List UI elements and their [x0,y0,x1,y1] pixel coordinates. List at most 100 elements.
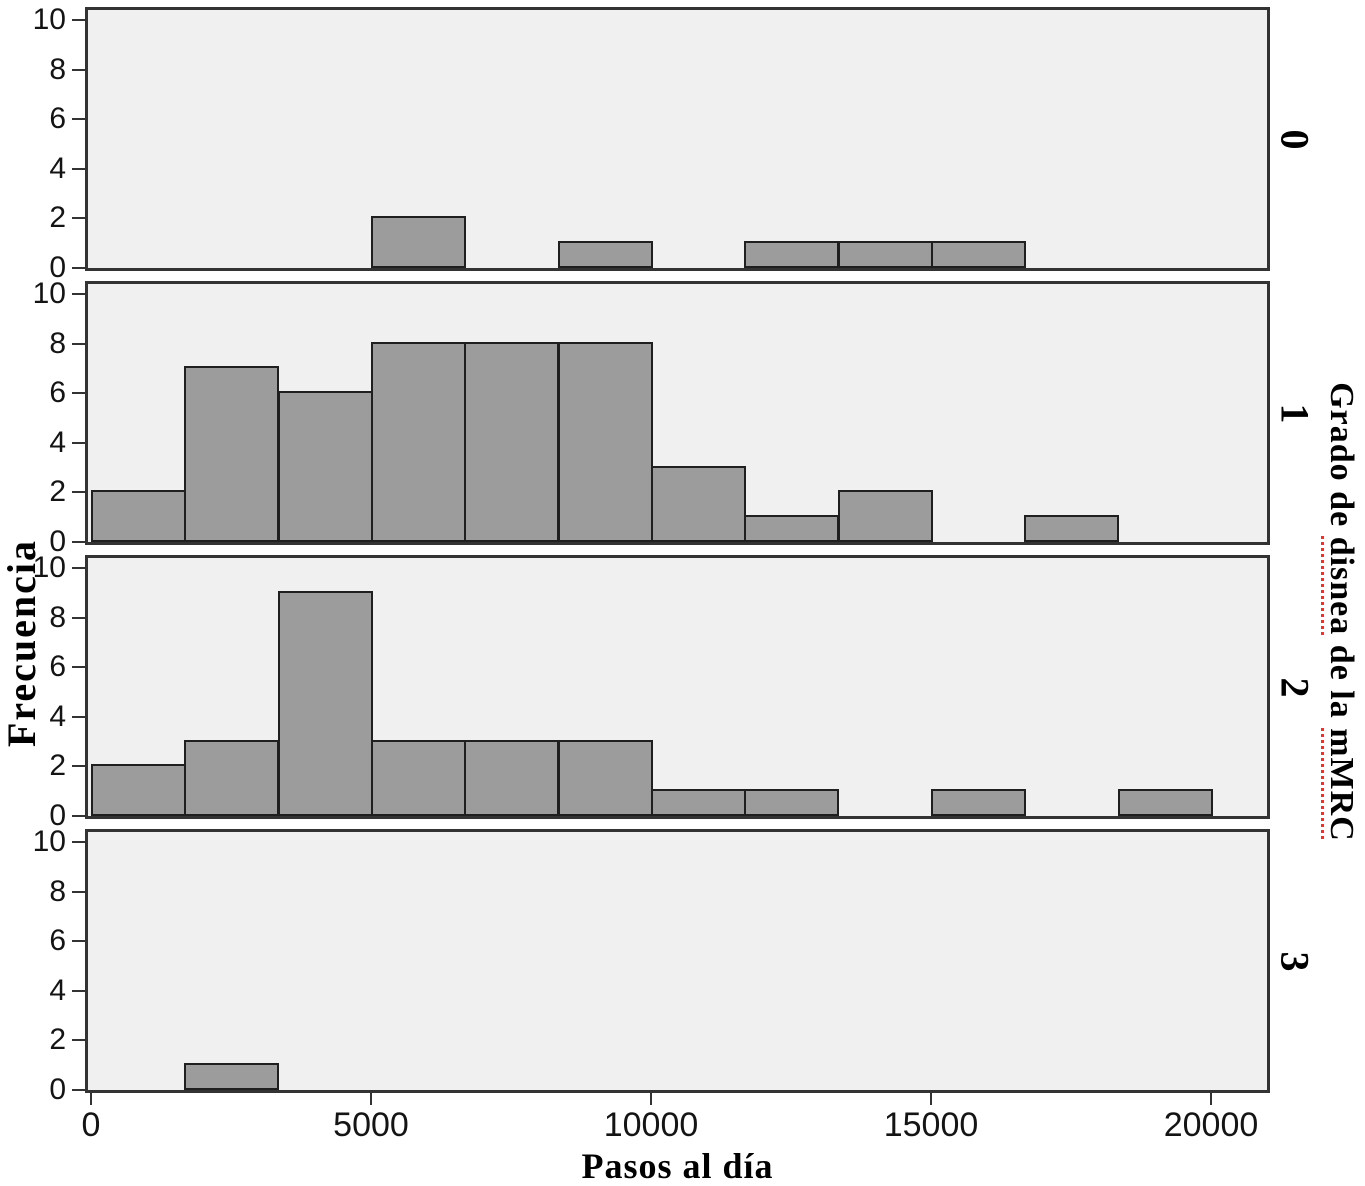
histogram-bar [464,342,559,542]
x-tick-label: 20000 [1163,1106,1259,1144]
y-tick-label: 2 [49,475,66,509]
y-tick [72,1039,85,1042]
y-tick-label: 10 [32,3,66,36]
x-tick [930,1093,932,1105]
y-tick-label: 8 [49,52,66,86]
y-tick [72,940,85,943]
y-tick-label: 2 [49,749,66,783]
y-tick-label: 0 [49,525,66,558]
y-tick [72,765,85,768]
panels-container: 0 2 4 6 8 10 0 2 4 6 8 10 0 2 4 6 8 10 0 2 4 6 8 10 [33,5,1270,1105]
facet-strip-label-2: 2 [1245,637,1345,737]
histogram-bar [838,241,933,268]
x-tick-label: 0 [81,1106,101,1144]
histogram-bar [184,366,279,542]
y-tick [72,666,85,669]
y-tick [72,68,85,71]
x-tick-label: 15000 [883,1106,979,1144]
histogram-bar [1024,515,1119,542]
y-tick-label: 8 [49,600,66,634]
y-tick [72,267,85,269]
panel-grade-2: 0 2 4 6 8 10 [33,553,1270,831]
facet-strip-label-0: 0 [1245,89,1345,189]
histogram-bar [371,740,466,816]
facet-strip-label-text: 1 [1272,403,1318,423]
y-tick-label: 6 [49,102,66,136]
x-axis-title: Pasos al día [581,1146,774,1186]
y-tick-label: 2 [49,1023,66,1057]
histogram-bar [931,241,1026,268]
y-tick-label: 4 [49,973,66,1007]
y-tick [72,19,85,21]
x-tick [650,1093,652,1105]
x-tick [1210,1093,1212,1105]
y-tick-label: 8 [49,874,66,908]
histogram-bar [184,1063,279,1090]
histogram-bar [838,490,933,542]
histogram-bar [278,391,373,542]
y-tick-label: 4 [49,151,66,185]
y-tick-label: 0 [49,1073,66,1106]
facet-strip-label-text: 3 [1272,951,1318,971]
y-tick [72,293,85,295]
y-tick [72,392,85,395]
y-tick [72,441,85,444]
facet-strip-label-text: 0 [1272,129,1318,149]
y-tick [72,342,85,345]
y-tick [72,567,85,569]
histogram-bar [744,789,839,816]
facet-strip-label-1: 1 [1245,363,1345,463]
histogram-bar [91,764,186,816]
y-tick [72,890,85,893]
y-tick-label: 4 [49,699,66,733]
y-tick [72,815,85,817]
histogram-bar [744,241,839,268]
facet-strip-label-text: 2 [1272,677,1318,697]
panel-grade-0: 0 2 4 6 8 10 [33,5,1270,283]
y-tick [72,715,85,718]
facet-title-word-misspelled: disnea [1323,536,1360,636]
y-tick-label: 6 [49,650,66,684]
y-tick [72,989,85,992]
histogram-bar [184,740,279,816]
facet-strip-label-3: 3 [1245,911,1345,1011]
histogram-bar [278,591,373,816]
y-tick [72,491,85,494]
histogram-bar [651,466,746,542]
x-tick [90,1093,92,1105]
histogram-bar [1118,789,1213,816]
histogram-bar [464,740,559,816]
y-tick [72,167,85,170]
histogram-bar [558,342,653,542]
histogram-bar [558,740,653,816]
y-tick-label: 10 [32,277,66,310]
panel-grade-3: 0 2 4 6 8 10 [33,827,1270,1105]
y-tick-label: 2 [49,201,66,235]
x-tick-label: 5000 [333,1106,409,1144]
y-tick-label: 6 [49,924,66,958]
y-tick [72,1089,85,1091]
y-tick [72,841,85,843]
facet-title-word-misspelled: mMRC [1323,728,1360,842]
y-tick-label: 4 [49,425,66,459]
y-tick-label: 0 [49,799,66,832]
y-tick-label: 8 [49,326,66,360]
y-tick-label: 10 [32,825,66,858]
y-tick [72,616,85,619]
y-tick-label: 0 [49,251,66,284]
y-tick-label: 10 [32,551,66,584]
histogram-bar [651,789,746,816]
histogram-bar [744,515,839,542]
y-tick [72,118,85,121]
panel-grade-1: 0 2 4 6 8 10 [33,279,1270,557]
histogram-bar [558,241,653,268]
histogram-bar [371,342,466,542]
histogram-bar [91,490,186,542]
histogram-bar [371,216,466,268]
y-tick-label: 6 [49,376,66,410]
y-tick [72,541,85,543]
x-axis: Pasos al día 0 5000 10000 15000 20000 [82,1093,1270,1186]
x-tick-label: 10000 [603,1106,699,1144]
histogram-bar [931,789,1026,816]
